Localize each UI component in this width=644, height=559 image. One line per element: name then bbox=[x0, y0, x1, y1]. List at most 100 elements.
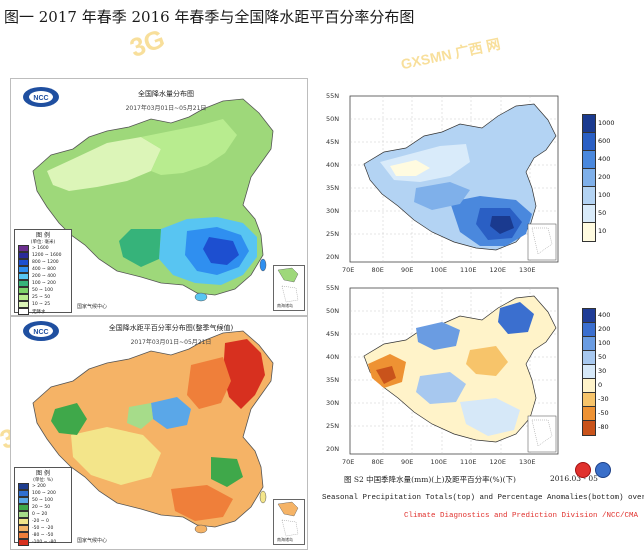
legend-swatch bbox=[18, 280, 29, 287]
legend-label: 100 ~ 200 bbox=[32, 491, 56, 496]
colorbar-tick-label: -30 bbox=[598, 395, 609, 403]
lat-tick-label: 50N bbox=[326, 307, 340, 315]
legend-label: 10 ~ 25 bbox=[32, 302, 51, 307]
lat-tick-label: 20N bbox=[326, 445, 340, 453]
colorbar-tick-label: 100 bbox=[598, 191, 611, 199]
anomaly-orange-center-d bbox=[466, 346, 508, 376]
ncc-logo-text: NCC bbox=[33, 95, 48, 102]
hainan-island-b bbox=[194, 524, 208, 534]
legend-swatch bbox=[18, 511, 29, 518]
lat-tick-label: 30N bbox=[326, 399, 340, 407]
colorbar-swatch bbox=[582, 420, 596, 436]
legend-item: -20 ~ 0 bbox=[18, 518, 71, 525]
legend-title: 图 例 bbox=[36, 232, 50, 239]
legend-label: 1200 ~ 1600 bbox=[32, 253, 62, 258]
colorbar-tick-label: 50 bbox=[598, 353, 607, 361]
seasonal-anomaly-map-svg bbox=[349, 287, 559, 455]
anomaly-blue-center bbox=[151, 397, 191, 429]
legend-label: 800 ~ 1200 bbox=[32, 260, 59, 265]
legend-label: > 200 bbox=[32, 484, 46, 489]
legend-item: 50 ~ 100 bbox=[18, 497, 71, 504]
panel-b-footer: 国家气候中心 bbox=[77, 538, 108, 544]
colorbar-tick-label: -80 bbox=[598, 423, 609, 431]
anomaly-red-northeast bbox=[223, 339, 265, 409]
legend-label: 无降水 bbox=[32, 309, 46, 315]
legend-item: 800 ~ 1200 bbox=[18, 259, 71, 266]
legend-item: 20 ~ 50 bbox=[18, 504, 71, 511]
colorbar-tick-label: 100 bbox=[598, 339, 611, 347]
anomaly-green-south bbox=[211, 457, 243, 487]
legend-swatch bbox=[18, 266, 29, 273]
ncc-logo: NCC bbox=[23, 87, 59, 107]
legend-swatch bbox=[18, 497, 29, 504]
ncc-logo-b-text: NCC bbox=[33, 329, 48, 336]
lon-tick-label: 80E bbox=[371, 266, 384, 274]
panel-a-title: 全国降水量分布图 bbox=[138, 90, 194, 98]
legend-label: -20 ~ 0 bbox=[32, 519, 49, 524]
lon-tick-label: 130E bbox=[519, 266, 536, 274]
legend-item: 25 ~ 50 bbox=[18, 294, 71, 301]
lon-tick-label: 80E bbox=[371, 458, 384, 466]
anomaly-blue-north-d bbox=[416, 322, 460, 350]
wet-south-darkblue bbox=[203, 237, 239, 265]
panel-a-date: 2017年03月01日~05月21日 bbox=[125, 105, 207, 112]
legend-label: > 1600 bbox=[32, 246, 49, 251]
lon-tick-label: 120E bbox=[489, 266, 507, 274]
legend-item: -100 ~ -80 bbox=[18, 539, 71, 546]
lon-tick-label: 90E bbox=[401, 458, 414, 466]
lat-tick-label: 40N bbox=[326, 161, 340, 169]
legend-swatch bbox=[18, 504, 29, 511]
precipitation-total-map-panel: NCC 全国降水量分布图 2017年03月01日~05月21日 图 例 (单位:… bbox=[10, 78, 308, 316]
taiwan-island-b bbox=[259, 490, 267, 504]
inset-map-a bbox=[277, 267, 299, 303]
caption-line2: Seasonal Precipitation Totals(top) and P… bbox=[322, 494, 644, 502]
legend-item: > 1600 bbox=[18, 245, 71, 252]
colorbar-swatch bbox=[582, 114, 596, 134]
lat-tick-label: 35N bbox=[326, 376, 340, 384]
lon-tick-label: 110E bbox=[460, 266, 477, 274]
legend-unit: (单位: 毫米) bbox=[30, 240, 56, 245]
colorbar-swatch bbox=[582, 150, 596, 170]
colorbar-tick-label: 400 bbox=[598, 311, 611, 319]
lon-tick-label: 100E bbox=[430, 266, 448, 274]
legend-swatch bbox=[18, 532, 29, 539]
lon-tick-label: 70E bbox=[342, 458, 355, 466]
anomaly-blue-ne-d bbox=[498, 302, 534, 334]
panel-b-legend: 图 例 (单位: %) > 200 100 ~ 200 50 ~ 100 20 ~ 5… bbox=[14, 467, 72, 546]
legend-swatch bbox=[18, 518, 29, 525]
legend-item: 50 ~ 100 bbox=[18, 287, 71, 294]
lat-tick-label: 40N bbox=[326, 353, 340, 361]
anomaly-green-center bbox=[127, 403, 153, 429]
semi-arid-north bbox=[141, 119, 237, 175]
legend-swatch bbox=[18, 294, 29, 301]
legend-swatch bbox=[18, 287, 29, 294]
lon-tick-label: 110E bbox=[460, 458, 477, 466]
medium-band-c bbox=[414, 182, 470, 210]
lat-tick-label: 35N bbox=[326, 184, 340, 192]
legend-swatch bbox=[18, 259, 29, 266]
legend-item: 100 ~ 200 bbox=[18, 490, 71, 497]
lat-tick-label: 45N bbox=[326, 138, 340, 146]
legend-label: 20 ~ 50 bbox=[32, 505, 51, 510]
legend-label: -80 ~ -50 bbox=[32, 533, 54, 538]
legend-item: -50 ~ -20 bbox=[18, 525, 71, 532]
legend-swatch bbox=[18, 252, 29, 259]
legend-label: 50 ~ 100 bbox=[32, 498, 53, 503]
legend-item: 400 ~ 800 bbox=[18, 266, 71, 273]
legend-swatch bbox=[18, 483, 29, 490]
legend-swatch bbox=[18, 273, 29, 280]
caption-line1-date: 2016.03 - 05 bbox=[550, 474, 598, 483]
legend-label: 50 ~ 100 bbox=[32, 288, 53, 293]
legend-swatch bbox=[18, 245, 29, 252]
panel-b-title: 全国降水距平百分率分布图(整季气候值) bbox=[108, 324, 234, 332]
panel-b-date: 2017年03月01日~05月21日 bbox=[130, 339, 212, 346]
colorbar-tick-label: 50 bbox=[598, 209, 607, 217]
colorbar-tick-label: 10 bbox=[598, 227, 607, 235]
legend-item: 200 ~ 400 bbox=[18, 273, 71, 280]
legend-label: 100 ~ 200 bbox=[32, 281, 56, 286]
seasonal-anomaly-map-2016: 55N 50N 45N 40N 35N 30N 25N 20N 70E 80E 90E 100E 11… bbox=[320, 284, 636, 470]
precipitation-total-map: NCC bbox=[23, 87, 274, 302]
panel-a-legend: 图 例 (单位: 毫米) > 1600 1200 ~ 1600 800 ~ 1200… bbox=[14, 229, 72, 315]
taiwan-island bbox=[259, 258, 267, 272]
colorbar-tick-label: 1000 bbox=[598, 119, 615, 127]
